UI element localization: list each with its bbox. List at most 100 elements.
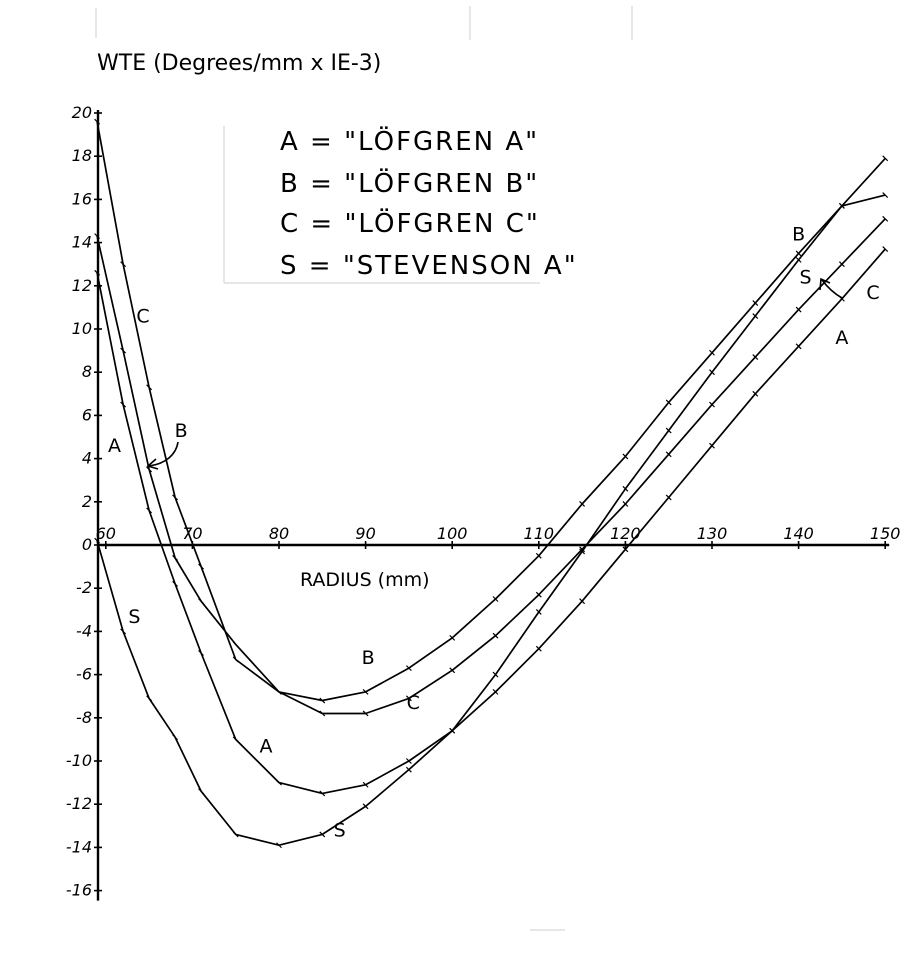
b-pointer-arrow: [148, 441, 179, 467]
series-s-point: [362, 803, 369, 810]
series-a-point: [198, 650, 204, 656]
series-b-point: [405, 665, 412, 672]
series-c-point: [232, 656, 239, 663]
series-s-point: [198, 788, 204, 795]
series-c-point: [838, 261, 845, 268]
y-tick-label: 2: [82, 492, 92, 511]
x-tick-label: 80: [269, 524, 289, 543]
y-tick-label: 16: [72, 189, 92, 208]
series-c-point: [752, 354, 759, 361]
series-a-point: [405, 758, 412, 764]
curve-label-a: A: [108, 435, 121, 457]
series-s-point: [709, 369, 715, 376]
series-c-point: [405, 695, 412, 702]
y-tick-label: 6: [82, 405, 92, 424]
pointer-arrows: [146, 277, 843, 470]
series-c-point: [120, 261, 127, 268]
y-tick-label: 4: [82, 449, 92, 468]
series-a-point: [709, 442, 715, 449]
curve-label-a: A: [260, 735, 273, 757]
series-a-point: [362, 781, 369, 788]
y-tick-label: 0: [82, 535, 92, 554]
legend: A = "LÖFGREN A" B = "LÖFGREN B" C = "LÖFGR…: [280, 125, 576, 281]
series-layer: [94, 118, 889, 849]
series-c-point: [198, 563, 204, 570]
series-c-point: [94, 118, 101, 125]
series-b-point: [492, 596, 499, 602]
series-s-point: [622, 485, 629, 492]
y-tick-label: -14: [66, 837, 92, 856]
series-b-point: [579, 501, 586, 507]
series-a-point: [319, 790, 326, 797]
series-b-point: [94, 233, 101, 240]
x-tick-label: 120: [610, 524, 641, 543]
series-s-point: [94, 537, 101, 544]
series-c-point: [882, 215, 889, 222]
series-s-point: [172, 734, 178, 741]
x-tick-label: 60: [96, 524, 116, 543]
series-a-point: [752, 390, 759, 397]
x-axis: 60 70 80 90 100 110 120 130 140 150: [96, 524, 901, 549]
series-s-point: [882, 192, 889, 199]
series-b-point: [622, 453, 629, 460]
legend-entry-a: A = "LÖFGREN A": [280, 125, 539, 157]
series-a-point: [276, 779, 282, 786]
series-b-point: [172, 555, 178, 561]
series-a-point: [120, 401, 127, 408]
series-s-point: [579, 548, 586, 555]
series-a-point: [882, 246, 889, 253]
series-s-point: [752, 313, 759, 319]
series-s-point: [795, 256, 802, 263]
curve-label-b: B: [362, 647, 375, 669]
series-b-point: [120, 347, 127, 354]
series-a-point: [622, 546, 629, 553]
series-c-point: [492, 632, 499, 639]
legend-entry-c: C = "LÖFGREN C": [280, 207, 540, 239]
series-b-point: [319, 697, 326, 704]
series-a-line: [96, 248, 886, 795]
series-c-point: [535, 591, 542, 598]
series-s-point: [319, 831, 326, 838]
series-c-point: [146, 384, 153, 391]
series-c-point: [319, 710, 326, 717]
x-tick-label: 90: [355, 524, 375, 543]
series-b-point: [665, 399, 672, 406]
curve-label-c: C: [407, 692, 420, 714]
series-b-point: [795, 250, 802, 257]
series-b-point: [362, 688, 369, 695]
curve-label-s: S: [334, 820, 346, 842]
series-a-point: [535, 645, 542, 652]
curve-label-s: S: [128, 606, 140, 628]
series-a-point: [94, 269, 101, 276]
x-tick-label: 140: [783, 524, 814, 543]
series-a-point: [232, 736, 239, 743]
y-tick-label: 12: [72, 276, 92, 295]
series-a-point: [492, 688, 499, 695]
y-tick-label: 20: [72, 103, 92, 122]
series-b-point: [882, 155, 889, 162]
y-tick-label: -2: [76, 578, 92, 597]
y-tick-label: -16: [66, 881, 92, 900]
y-tick-label: -12: [66, 794, 92, 813]
b-pointer-arrowhead: [146, 458, 159, 470]
paper-texture: [95, 6, 633, 931]
series-a-point: [579, 598, 586, 605]
y-tick-label: -8: [76, 708, 92, 727]
series-s-point: [276, 842, 282, 849]
series-b-point: [232, 641, 239, 648]
series-s-point: [146, 695, 153, 702]
x-tick-label: 100: [437, 524, 468, 543]
x-axis-label: RADIUS (mm): [300, 569, 430, 591]
curve-label-c: C: [136, 306, 149, 328]
series-a-point: [172, 580, 178, 587]
series-b-point: [146, 466, 153, 473]
series-b-point: [449, 634, 456, 641]
x-tick-label: 150: [870, 524, 901, 543]
x-tick-label: 130: [697, 524, 728, 543]
series-b-point: [709, 349, 715, 356]
series-c-point: [665, 451, 672, 458]
x-tick-label: 110: [524, 524, 555, 543]
series-c-point: [795, 306, 802, 313]
